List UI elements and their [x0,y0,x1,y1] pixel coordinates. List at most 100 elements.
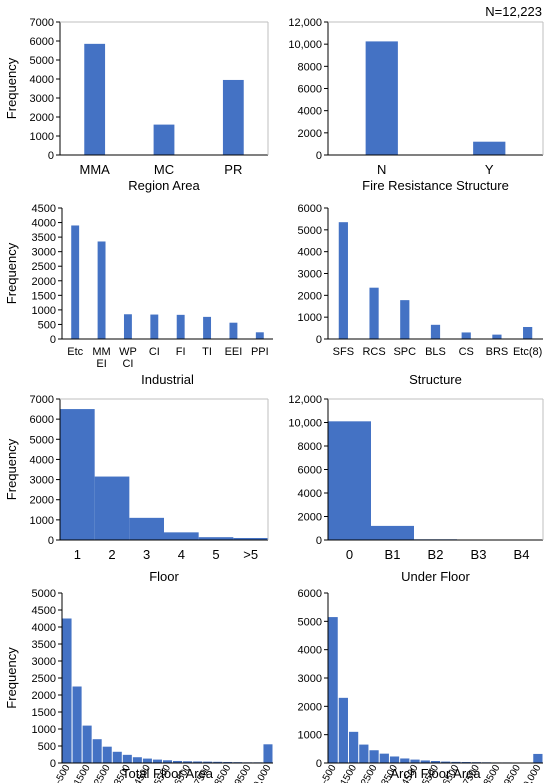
x-axis-label: Fire Resistance Structure [362,178,509,193]
y-tick-label: 1500 [32,707,56,719]
bar [152,759,162,763]
y-axis-label: Frequency [4,647,19,709]
y-tick-label: 2000 [298,701,322,713]
bar [122,754,132,763]
x-tick-label: 1 [74,547,81,562]
x-tick-label: BRS [486,346,509,358]
x-tick-label: FI [176,346,186,358]
bar [94,476,130,540]
y-axis-label: Frequency [4,57,19,119]
y-tick-label: 3000 [30,475,54,487]
y-tick-label: 3500 [32,232,56,244]
bar [123,314,132,339]
y-tick-label: 6000 [30,36,54,48]
bar [379,753,389,763]
bar [142,758,152,763]
y-tick-label: 3000 [30,93,54,105]
x-tick-label: EEI [225,346,243,358]
y-tick-label: 500 [38,319,56,331]
bar [263,744,273,763]
bar [173,760,183,763]
y-tick-label: 3000 [32,247,56,259]
x-tick-label: B2 [428,547,444,562]
x-tick-label: Y [485,162,494,177]
y-tick-label: 5000 [298,616,322,628]
bar [153,124,175,155]
x-tick-label: CI [122,358,133,370]
bar [183,761,193,763]
y-tick-label: 5000 [298,225,322,237]
chart-panel-8: 01000200030004000500060000–5001000–15002… [298,588,544,783]
bar [473,141,506,155]
y-tick-label: 6000 [298,588,322,600]
bar [97,241,106,339]
bar [348,731,359,763]
chart-panel-7: 0 500 1000 1500 2000 2500 3000 3500 4000 4500 5000… [4,588,274,783]
x-tick-label: B4 [514,547,530,562]
bar [338,222,348,339]
bar [84,43,106,155]
x-tick-label: N [377,162,386,177]
x-axis-label: Arch Floor Area [390,766,481,781]
x-tick-label: 3 [143,547,150,562]
bar [92,739,102,763]
sample-size-label: N=12,223 [485,4,542,19]
x-axis-label: Under Floor [401,569,470,584]
x-tick-label: RCS [362,346,385,358]
x-axis-label: Region Area [128,178,200,193]
y-tick-label: 2500 [32,261,56,273]
y-tick-label: 2000 [32,276,56,288]
y-tick-label: 0 [48,150,54,162]
y-tick-label: 500 [38,741,56,753]
bar [451,761,461,763]
x-tick-label: PR [224,162,242,177]
x-tick-label: SFS [333,346,354,358]
bar [461,332,471,339]
y-tick-label: 4000 [30,74,54,86]
x-axis-label: Total Floor Area [122,766,214,781]
y-tick-label: 2000 [30,112,54,124]
y-tick-label: 4000 [298,645,322,657]
y-tick-label: 6000 [30,414,54,426]
bar [193,761,203,763]
x-tick-label: Etc(8) [513,346,542,358]
bar [359,744,369,763]
bar [328,617,338,763]
y-tick-label: 0 [316,758,322,770]
y-tick-label: 0 [316,334,322,346]
bar [222,79,244,155]
x-tick-label: Etc [67,346,83,358]
bar [492,334,502,339]
chart-panel-4: 0 1000 2000 3000 4000 5000 6000 SFS RCS SPC BLS CS B… [298,203,543,387]
bar [338,697,348,763]
y-tick-label: 7000 [30,17,54,29]
bar [400,300,410,339]
x-tick-label: MC [154,162,174,177]
bar [162,760,173,763]
x-tick-label: B3 [471,547,487,562]
bar [82,725,92,763]
bar [430,761,441,763]
y-tick-label: 1000 [30,515,54,527]
y-tick-label: 4500 [32,605,56,617]
y-tick-label: 12,000 [288,394,322,406]
y-tick-label: 3500 [32,639,56,651]
y-tick-label: 6000 [298,203,322,215]
y-tick-label: 4000 [32,218,56,230]
y-tick-label: 2000 [32,690,56,702]
bar [389,756,400,763]
y-tick-label: 7000 [30,394,54,406]
x-tick-label: SPC [393,346,416,358]
bar [533,753,543,763]
x-tick-label: B1 [385,547,401,562]
y-tick-label: 8000 [298,61,322,73]
bar [328,421,371,540]
y-tick-label: 0 [48,535,54,547]
x-axis-label: Structure [409,372,462,387]
x-tick-label: >5 [243,547,258,562]
y-tick-label: 2000 [298,512,322,524]
bar [164,532,199,540]
bar [198,537,234,540]
y-tick-label: 4000 [32,622,56,634]
